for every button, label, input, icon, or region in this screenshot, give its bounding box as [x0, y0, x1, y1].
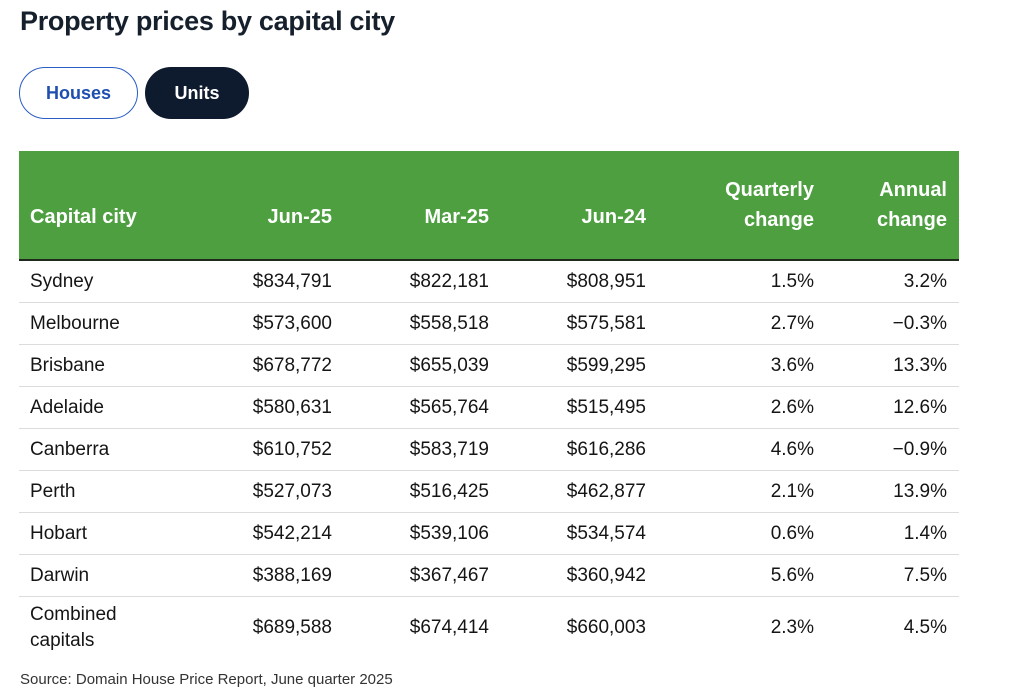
table-row: Adelaide $580,631 $565,764 $515,495 2.6% 12.6… — [19, 386, 959, 429]
annual-change-cell: 13.9% — [826, 470, 959, 513]
city-cell: Combined capitals — [30, 604, 117, 651]
mar-25-cell: $674,414 — [409, 617, 489, 638]
jun-24-cell: $808,951 — [501, 260, 658, 303]
jun-24-cell: $515,495 — [501, 386, 658, 429]
city-cell: Sydney — [19, 260, 187, 303]
jun-25-cell: $580,631 — [187, 386, 344, 429]
table-row: Melbourne $573,600 $558,518 $575,581 2.7% −0.… — [19, 302, 959, 345]
quarterly-change-cell: 4.6% — [658, 428, 826, 471]
table-row: Hobart $542,214 $539,106 $534,574 0.6% 1.4% — [19, 512, 959, 555]
city-cell: Adelaide — [19, 386, 187, 429]
quarterly-change-cell: 3.6% — [658, 344, 826, 387]
table-row: Perth $527,073 $516,425 $462,877 2.1% 13.9% — [19, 470, 959, 513]
city-cell: Perth — [19, 470, 187, 513]
table-row: Darwin $388,169 $367,467 $360,942 5.6% 7.5% — [19, 554, 959, 597]
jun-24-cell: $660,003 — [566, 617, 646, 638]
mar-25-cell: $539,106 — [344, 512, 501, 555]
quarterly-change-cell: 2.7% — [658, 302, 826, 345]
units-toggle-button[interactable]: Units — [145, 67, 249, 119]
annual-change-cell: 7.5% — [826, 554, 959, 597]
table-row: Sydney $834,791 $822,181 $808,951 1.5% 3.2% — [19, 260, 959, 303]
header-jun-25: Jun-25 — [187, 151, 344, 261]
jun-25-cell: $527,073 — [187, 470, 344, 513]
jun-25-cell: $542,214 — [187, 512, 344, 555]
jun-24-cell: $575,581 — [501, 302, 658, 345]
quarterly-change-cell: 0.6% — [658, 512, 826, 555]
jun-25-cell: $388,169 — [187, 554, 344, 597]
table-body: Sydney $834,791 $822,181 $808,951 1.5% 3.2% Me… — [19, 260, 959, 659]
jun-25-cell: $573,600 — [187, 302, 344, 345]
jun-25-cell: $834,791 — [187, 260, 344, 303]
header-row: Capital city Jun-25 Mar-25 Jun-24 Quarte… — [19, 151, 959, 261]
header-jun-24: Jun-24 — [501, 151, 658, 261]
jun-24-cell: $534,574 — [501, 512, 658, 555]
city-cell: Canberra — [19, 428, 187, 471]
annual-change-cell: 4.5% — [903, 617, 947, 638]
quarterly-change-cell: 5.6% — [658, 554, 826, 597]
header-capital-city: Capital city — [19, 151, 187, 261]
jun-25-cell: $689,588 — [252, 617, 332, 638]
jun-24-cell: $462,877 — [501, 470, 658, 513]
annual-change-cell: 13.3% — [826, 344, 959, 387]
header-quarterly-line-1: Quarterly — [725, 179, 814, 201]
header-quarterly-line-2: change — [743, 209, 814, 231]
header-annual-line-2: change — [876, 209, 947, 231]
quarterly-change-cell: 2.1% — [658, 470, 826, 513]
header-annual-change: Annual change — [826, 151, 959, 261]
header-annual-line-1: Annual — [879, 179, 947, 201]
jun-25-cell: $678,772 — [187, 344, 344, 387]
city-cell: Hobart — [19, 512, 187, 555]
table-row: Combined capitals $689,588 $674,414 $660,00… — [19, 597, 959, 660]
page-title: Property prices by capital city — [20, 6, 395, 36]
mar-25-cell: $516,425 — [344, 470, 501, 513]
houses-toggle-button[interactable]: Houses — [19, 67, 138, 119]
mar-25-cell: $558,518 — [344, 302, 501, 345]
jun-25-cell: $610,752 — [187, 428, 344, 471]
mar-25-cell: $367,467 — [344, 554, 501, 597]
annual-change-cell: 3.2% — [826, 260, 959, 303]
mar-25-cell: $583,719 — [344, 428, 501, 471]
annual-change-cell: 1.4% — [826, 512, 959, 555]
quarterly-change-cell: 2.6% — [658, 386, 826, 429]
table-row: Brisbane $678,772 $655,039 $599,295 3.6% 13.3… — [19, 344, 959, 387]
mar-25-cell: $822,181 — [344, 260, 501, 303]
city-cell: Darwin — [19, 554, 187, 597]
annual-change-cell: −0.9% — [826, 428, 959, 471]
table-header: Capital city Jun-25 Mar-25 Jun-24 Quarte… — [19, 151, 959, 261]
property-type-toggle: Houses Units — [19, 67, 249, 119]
source-note: Source: Domain House Price Report, June … — [20, 671, 393, 688]
quarterly-change-cell: 2.3% — [770, 617, 814, 638]
city-cell: Melbourne — [19, 302, 187, 345]
city-cell: Brisbane — [19, 344, 187, 387]
jun-24-cell: $360,942 — [501, 554, 658, 597]
header-quarterly-change: Quarterly change — [658, 151, 826, 261]
mar-25-cell: $565,764 — [344, 386, 501, 429]
table-row: Canberra $610,752 $583,719 $616,286 4.6% −0.9… — [19, 428, 959, 471]
header-mar-25: Mar-25 — [344, 151, 501, 261]
jun-24-cell: $616,286 — [501, 428, 658, 471]
mar-25-cell: $655,039 — [344, 344, 501, 387]
annual-change-cell: 12.6% — [826, 386, 959, 429]
quarterly-change-cell: 1.5% — [658, 260, 826, 303]
annual-change-cell: −0.3% — [826, 302, 959, 345]
jun-24-cell: $599,295 — [501, 344, 658, 387]
price-table: Capital city Jun-25 Mar-25 Jun-24 Quarte… — [19, 151, 959, 659]
